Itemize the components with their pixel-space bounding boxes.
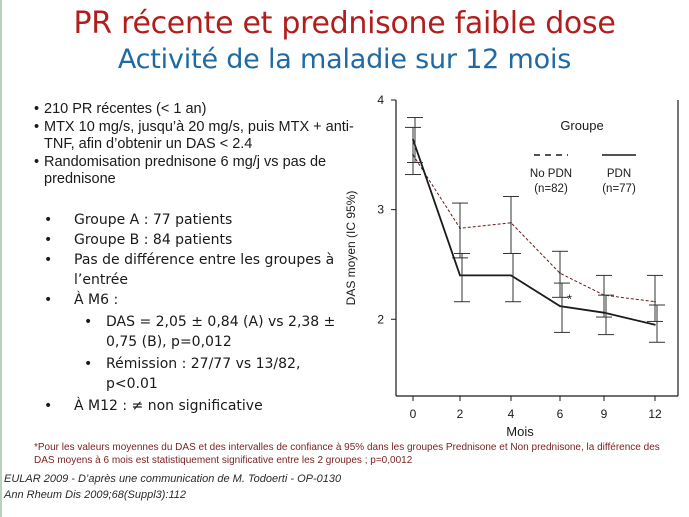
bullet-dot-icon: •: [44, 292, 53, 308]
x-tick-label: 12: [648, 407, 662, 421]
m6-remission-text: Rémission : 27/77 vs 13/82, p<0.01: [106, 356, 301, 392]
legend-label-pdn: PDN: [607, 168, 631, 180]
x-tick-label: 6: [557, 407, 564, 421]
m6-das-text: DAS = 2,05 ± 0,84 (A) vs 2,38 ± 0,75 (B)…: [106, 314, 336, 350]
legend-title: Groupe: [560, 118, 603, 133]
bullet-text: Randomisation prednisone 6 mg/j vs pas d…: [44, 153, 327, 188]
significance-asterisk: *: [567, 292, 572, 307]
y-tick-label: 4: [377, 93, 384, 107]
reference-congress: EULAR 2009 - D’après une communication d…: [4, 473, 342, 485]
legend-sub-no-pdn: (n=82): [534, 183, 568, 195]
m6-text: À M6 :: [74, 292, 119, 308]
bullet-dot-icon: •: [34, 153, 40, 170]
bullet-dot-icon: •: [44, 232, 53, 248]
slide-edge-line: [0, 0, 2, 517]
bullet-item: • 210 PR récentes (< 1 an): [34, 101, 354, 119]
sub-bullet-item: • Rémission : 27/77 vs 13/82, p<0.01: [38, 354, 338, 394]
data-point-no-pdn: [459, 227, 461, 230]
das-line-chart: 2 3 4 0 2 4 6 9 12 Mois DAS moyen (IC 95%) * Groupe N…: [344, 93, 679, 439]
footnote: *Pour les valeurs moyennes du DAS et des…: [34, 442, 660, 466]
groupe-a-text: Groupe A : 77 patients: [74, 212, 233, 228]
bullet-text: 210 PR récentes (< 1 an): [44, 101, 207, 117]
bullet-dot-icon: •: [44, 212, 53, 228]
bullet-item: • À M12 : ≠ non significative: [38, 396, 338, 416]
slide-title: PR récente et prednisone faible dose: [73, 6, 616, 41]
study-design-list: • 210 PR récentes (< 1 an) • MTX 10 mg/s, …: [34, 101, 354, 189]
data-point-no-pdn: [412, 154, 414, 156]
data-point-pdn: [412, 138, 414, 141]
legend-label-no-pdn: No PDN: [530, 168, 572, 180]
bullet-item: • Randomisation prednisone 6 mg/j vs pas …: [34, 154, 354, 189]
data-point-pdn: [559, 305, 561, 307]
data-point-no-pdn: [510, 221, 512, 224]
x-tick-label: 2: [457, 407, 464, 421]
reference-journal: Ann Rheum Dis 2009;68(Suppl3):112: [4, 489, 187, 501]
m12-text: À M12 : ≠ non significative: [74, 398, 263, 414]
bullet-item: • Groupe B : 84 patients: [38, 230, 338, 250]
bullet-dot-icon: •: [44, 398, 53, 414]
data-point-pdn: [603, 311, 605, 314]
bullet-item: • Groupe A : 77 patients: [38, 210, 338, 230]
x-tick-label: 0: [410, 407, 417, 421]
series-line-pdn: [412, 139, 656, 326]
bullet-text: MTX 10 mg/s, jusqu’à 20 mg/s, puis MTX +…: [44, 118, 354, 153]
slide-subtitle: Activité de la maladie sur 12 mois: [117, 44, 572, 75]
y-axis-label: DAS moyen (IC 95%): [344, 191, 358, 306]
data-point-no-pdn: [654, 300, 656, 303]
groupe-b-text: Groupe B : 84 patients: [74, 232, 233, 248]
legend-sub-pdn: (n=77): [602, 183, 636, 195]
y-tick-label: 2: [377, 312, 384, 326]
sub-bullet-item: • DAS = 2,05 ± 0,84 (A) vs 2,38 ± 0,75 (B…: [38, 312, 338, 352]
data-point-pdn: [459, 274, 461, 277]
bullet-item: • Pas de différence entre les groupes à l…: [38, 250, 338, 290]
x-tick-label: 4: [508, 407, 515, 421]
bullet-dot-icon: •: [34, 101, 40, 117]
bullet-dot-icon: •: [84, 356, 93, 372]
bullet-dot-icon: •: [44, 252, 53, 268]
bullet-item: • À M6 :: [38, 290, 338, 310]
data-point-pdn: [510, 274, 512, 277]
bullet-item: • MTX 10 mg/s, jusqu’à 20 mg/s, puis MTX …: [34, 119, 354, 154]
bullet-dot-icon: •: [84, 314, 93, 330]
bullet-dot-icon: •: [34, 118, 40, 135]
x-tick-label: 9: [601, 407, 608, 421]
y-tick-label: 3: [377, 203, 384, 217]
data-point-pdn: [654, 323, 656, 326]
series-line-no-pdn: [412, 154, 656, 303]
no-difference-text: Pas de différence entre les groupes à l’…: [74, 252, 335, 288]
results-list: • Groupe A : 77 patients • Groupe B : 84 p…: [38, 210, 338, 416]
x-axis-label: Mois: [506, 424, 534, 439]
data-point-no-pdn: [559, 272, 561, 275]
